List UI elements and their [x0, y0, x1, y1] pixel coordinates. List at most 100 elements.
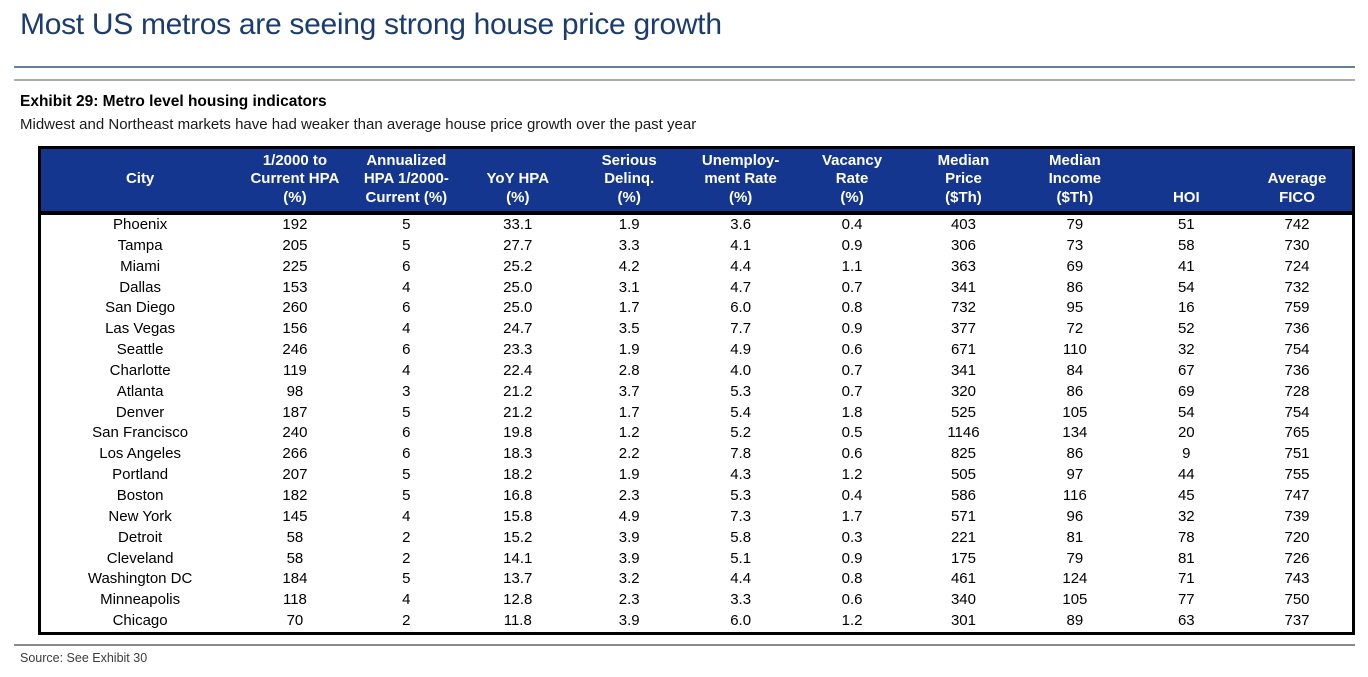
- column-header-vacancy_rate: Vacancy Rate (%): [796, 147, 908, 215]
- cell-hpa_since_2000: 207: [282, 466, 308, 484]
- cell-unemployment_rate: 7.7: [730, 320, 752, 338]
- cell-unemployment_rate: 4.9: [730, 341, 752, 359]
- cell-serious_delinq: 3.3: [618, 236, 640, 254]
- cell-vacancy_rate: 0.7: [841, 382, 863, 400]
- footer-divider: [14, 644, 1355, 646]
- column-header-yoy_hpa: YoY HPA (%): [462, 147, 574, 215]
- cell-annualized_hpa: 5: [402, 403, 411, 421]
- cell-median_price: 461: [950, 570, 976, 588]
- table-row: Portland 207 5 18.2 1.9 4.3 1.2 505 97 44 755: [40, 465, 1354, 486]
- cell-median_price: 403: [950, 216, 976, 233]
- cell-unemployment_rate: 4.4: [730, 570, 752, 588]
- cell-annualized_hpa: 2: [402, 612, 411, 630]
- cell-serious_delinq: 3.2: [618, 570, 640, 588]
- cell-annualized_hpa: 4: [402, 507, 411, 525]
- cell-vacancy_rate: 0.6: [841, 591, 863, 609]
- cell-median_income: 134: [1062, 424, 1088, 442]
- cell-median_price: 1146: [947, 424, 980, 442]
- cell-hoi: 71: [1177, 570, 1195, 588]
- cell-hpa_since_2000: 118: [282, 591, 307, 609]
- cell-annualized_hpa: 6: [402, 257, 411, 275]
- cell-yoy_hpa: 22.4: [503, 361, 533, 379]
- table-row: Los Angeles 266 6 18.3 2.2 7.8 0.6 825 86 9 751: [40, 444, 1354, 465]
- cell-avg_fico: 759: [1284, 299, 1310, 317]
- column-header-unemployment_rate: Unemploy-ment Rate (%): [684, 147, 797, 215]
- table-row: Detroit 58 2 15.2 3.9 5.8 0.3 221 81 78 720: [40, 528, 1354, 549]
- cell-median_income: 124: [1062, 570, 1088, 588]
- cell-avg_fico: 750: [1284, 591, 1310, 609]
- cell-hpa_since_2000: 153: [282, 278, 308, 296]
- cell-median_income: 96: [1066, 507, 1084, 525]
- cell-median_price: 363: [950, 257, 976, 275]
- cell-median_income: 73: [1066, 236, 1084, 254]
- cell-serious_delinq: 3.7: [618, 382, 640, 400]
- cell-annualized_hpa: 6: [402, 299, 411, 317]
- title-divider-blue: [14, 66, 1355, 68]
- table-row: Charlotte 119 4 22.4 2.8 4.0 0.7 341 84 67 736: [40, 361, 1354, 382]
- cell-hoi: 63: [1177, 612, 1195, 630]
- cell-hoi: 44: [1177, 466, 1195, 484]
- cell-avg_fico: 720: [1284, 528, 1310, 546]
- cell-yoy_hpa: 13.7: [503, 570, 533, 588]
- cell-city: Boston: [116, 486, 164, 504]
- cell-hpa_since_2000: 205: [282, 236, 308, 254]
- cell-median_income: 116: [1062, 486, 1087, 504]
- column-header-hoi: HOI: [1130, 147, 1243, 215]
- cell-hpa_since_2000: 260: [282, 299, 308, 317]
- cell-annualized_hpa: 4: [402, 361, 411, 379]
- cell-unemployment_rate: 4.7: [730, 278, 752, 296]
- cell-vacancy_rate: 0.7: [841, 278, 863, 296]
- cell-hpa_since_2000: 58: [286, 528, 304, 546]
- cell-vacancy_rate: 0.9: [841, 236, 863, 254]
- cell-yoy_hpa: 25.0: [503, 278, 533, 296]
- page-title: Most US metros are seeing strong house p…: [20, 8, 722, 41]
- table-row: Dallas 153 4 25.0 3.1 4.7 0.7 341 86 54 732: [40, 278, 1354, 299]
- cell-hoi: 32: [1177, 341, 1195, 359]
- cell-avg_fico: 747: [1284, 486, 1310, 504]
- cell-vacancy_rate: 0.9: [841, 320, 863, 338]
- cell-yoy_hpa: 24.7: [503, 320, 533, 338]
- cell-serious_delinq: 2.3: [618, 486, 640, 504]
- cell-unemployment_rate: 5.1: [730, 549, 752, 567]
- column-header-hpa_since_2000: 1/2000 to Current HPA (%): [239, 147, 351, 215]
- cell-hoi: 20: [1177, 424, 1195, 442]
- cell-city: Miami: [120, 257, 161, 275]
- cell-city: Portland: [112, 466, 169, 484]
- cell-annualized_hpa: 6: [402, 445, 411, 463]
- cell-serious_delinq: 2.2: [618, 445, 640, 463]
- cell-median_income: 81: [1066, 528, 1084, 546]
- cell-yoy_hpa: 18.3: [503, 445, 533, 463]
- cell-median_price: 320: [950, 382, 976, 400]
- cell-avg_fico: 736: [1284, 320, 1310, 338]
- cell-hoi: 78: [1177, 528, 1195, 546]
- cell-serious_delinq: 2.8: [618, 361, 640, 379]
- cell-median_price: 732: [950, 299, 976, 317]
- cell-avg_fico: 737: [1284, 612, 1310, 630]
- cell-hoi: 81: [1177, 549, 1195, 567]
- cell-hoi: 67: [1177, 361, 1195, 379]
- cell-unemployment_rate: 3.6: [730, 216, 752, 233]
- cell-median_price: 825: [950, 445, 976, 463]
- cell-hoi: 77: [1177, 591, 1195, 609]
- table-row: Minneapolis 118 4 12.8 2.3 3.3 0.6 340 105 77 750: [40, 590, 1354, 611]
- table-row: Atlanta 98 3 21.2 3.7 5.3 0.7 320 86 69 728: [40, 382, 1354, 403]
- cell-median_price: 341: [950, 361, 976, 379]
- table-row: New York 145 4 15.8 4.9 7.3 1.7 571 96 32 739: [40, 507, 1354, 528]
- cell-vacancy_rate: 0.5: [841, 424, 863, 442]
- table-row: Seattle 246 6 23.3 1.9 4.9 0.6 671 110 32 754: [40, 340, 1354, 361]
- table-row: Washington DC 184 5 13.7 3.2 4.4 0.8 461 124 71 74…: [40, 569, 1354, 590]
- cell-vacancy_rate: 1.7: [841, 507, 863, 525]
- cell-median_price: 175: [950, 549, 976, 567]
- cell-median_price: 340: [950, 591, 976, 609]
- cell-annualized_hpa: 5: [402, 236, 411, 254]
- cell-hpa_since_2000: 240: [282, 424, 308, 442]
- column-header-serious_delinq: Serious Delinq. (%): [573, 147, 685, 215]
- cell-annualized_hpa: 2: [402, 549, 411, 567]
- cell-serious_delinq: 3.1: [618, 278, 640, 296]
- cell-median_income: 97: [1066, 466, 1084, 484]
- header-row: City 1/2000 to Current HPA (%) Annualized HPA…: [39, 147, 1354, 215]
- cell-median_price: 671: [950, 341, 976, 359]
- cell-yoy_hpa: 16.8: [503, 486, 533, 504]
- cell-avg_fico: 726: [1284, 549, 1310, 567]
- cell-hoi: 54: [1177, 278, 1195, 296]
